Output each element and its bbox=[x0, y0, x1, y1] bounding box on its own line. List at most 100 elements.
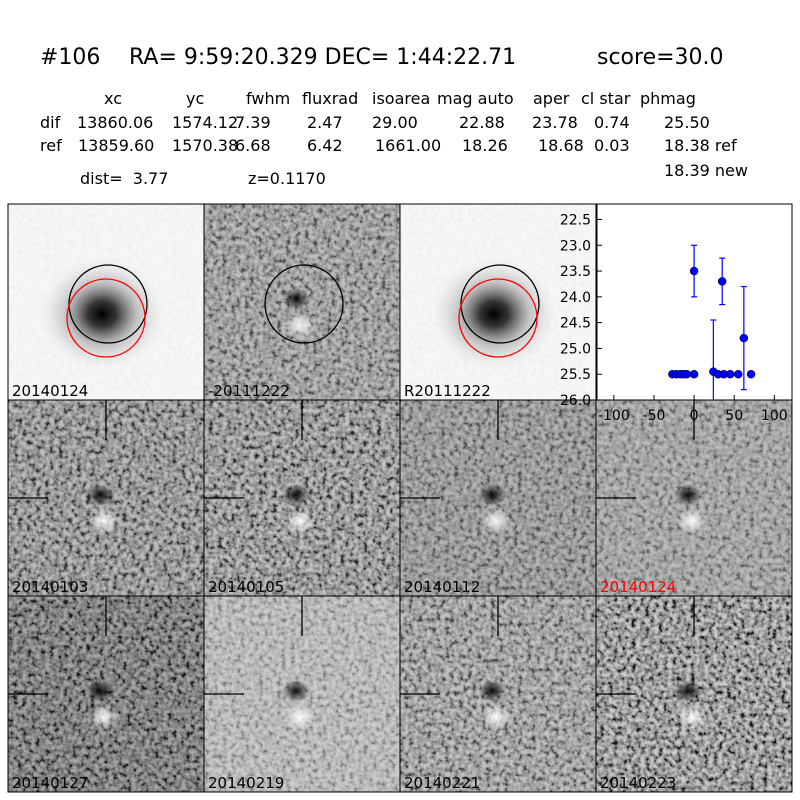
panel-label: 20140223 bbox=[600, 774, 676, 792]
image-panel: 20140127 bbox=[7, 595, 205, 793]
panel-frame bbox=[595, 595, 793, 793]
data-point bbox=[682, 369, 692, 379]
ref-aperture bbox=[458, 278, 538, 358]
table-cell: 1570.38 bbox=[172, 136, 238, 155]
panel-label: 20140219 bbox=[208, 774, 284, 792]
panel-label: 20140103 bbox=[12, 578, 88, 596]
column-header: fwhm bbox=[246, 89, 290, 108]
aperture bbox=[264, 264, 344, 344]
data-point bbox=[689, 266, 699, 276]
data-point bbox=[725, 369, 735, 379]
table-cell: 22.88 bbox=[459, 113, 505, 132]
panel-label: 20140124 bbox=[12, 382, 88, 400]
column-header: aper bbox=[533, 89, 570, 108]
y-tick-label: 24.5 bbox=[560, 316, 591, 332]
table-cell: 6.42 bbox=[307, 136, 343, 155]
y-tick-label: 23.0 bbox=[560, 238, 591, 254]
coordinates: RA= 9:59:20.329 DEC= 1:44:22.71 bbox=[129, 45, 516, 70]
positive-blob bbox=[285, 312, 315, 338]
image-panel: 20140124 bbox=[595, 399, 793, 597]
panel-label: 20140124 bbox=[600, 578, 676, 596]
distance: dist= 3.77 bbox=[80, 169, 168, 188]
negative-blob bbox=[478, 484, 506, 506]
data-point bbox=[739, 333, 749, 343]
redshift: z=0.1170 bbox=[248, 169, 326, 188]
panel-label: R20111222 bbox=[404, 382, 491, 400]
row-label: dif bbox=[40, 113, 61, 132]
table-cell: 0.74 bbox=[594, 113, 630, 132]
y-tick-label: 22.5 bbox=[560, 212, 591, 228]
panel-label: 20140112 bbox=[404, 578, 480, 596]
positive-blob bbox=[677, 704, 707, 730]
row-label: ref bbox=[40, 136, 62, 155]
positive-blob bbox=[285, 704, 315, 730]
data-point bbox=[689, 369, 699, 379]
table-cell: 13860.06 bbox=[77, 113, 153, 132]
galaxy bbox=[32, 252, 172, 376]
table-cell: 18.38 ref bbox=[664, 136, 737, 155]
data-layer bbox=[668, 244, 756, 400]
table-cell: 29.00 bbox=[372, 113, 418, 132]
table-cell: 1661.00 bbox=[375, 136, 441, 155]
y-tick-label: 25.0 bbox=[560, 341, 591, 357]
ref-aperture bbox=[66, 278, 146, 358]
table-cell: 1574.12 bbox=[172, 113, 238, 132]
table-cell: 18.68 bbox=[538, 136, 584, 155]
table-cell: 13859.60 bbox=[78, 136, 154, 155]
column-header: xc bbox=[104, 89, 122, 108]
image-panel: 20140112 bbox=[399, 399, 597, 597]
negative-blob bbox=[282, 484, 310, 506]
y-tick-label: 25.5 bbox=[560, 367, 591, 383]
x-tick-label: 50 bbox=[725, 408, 743, 424]
table-cell: 18.26 bbox=[462, 136, 508, 155]
score: score=30.0 bbox=[597, 45, 724, 70]
negative-blob bbox=[282, 680, 310, 702]
positive-blob bbox=[89, 508, 119, 534]
negative-blob bbox=[478, 680, 506, 702]
column-header: mag auto bbox=[437, 89, 514, 108]
image-panel: 20140124 bbox=[7, 203, 205, 401]
table-cell: 23.78 bbox=[532, 113, 578, 132]
negative-blob bbox=[86, 484, 114, 506]
candidate-id: #106 bbox=[40, 45, 100, 70]
column-header: isoarea bbox=[372, 89, 430, 108]
x-tick-label: -50 bbox=[643, 408, 666, 424]
panel-label: 20140105 bbox=[208, 578, 284, 596]
positive-blob bbox=[89, 704, 119, 730]
negative-blob bbox=[86, 680, 114, 702]
panel-label: 20140221 bbox=[404, 774, 480, 792]
negative-blob bbox=[282, 288, 310, 310]
panel-label: 20140127 bbox=[12, 774, 88, 792]
data-point bbox=[746, 369, 756, 379]
positive-blob bbox=[285, 508, 315, 534]
phmag-new: 18.39 new bbox=[664, 161, 748, 180]
y-tick-label: 24.0 bbox=[560, 290, 591, 306]
data-point bbox=[717, 277, 727, 286]
y-tick-label: 26.0 bbox=[560, 393, 591, 409]
image-panel: R20111222 bbox=[399, 203, 597, 401]
column-header: yc bbox=[186, 89, 204, 108]
table-cell: 0.03 bbox=[594, 136, 630, 155]
x-tick-label: -100 bbox=[598, 408, 630, 424]
table-cell: 7.39 bbox=[235, 113, 271, 132]
table-cell: 6.68 bbox=[235, 136, 271, 155]
column-header: fluxrad bbox=[302, 89, 358, 108]
positive-blob bbox=[481, 508, 511, 534]
panel-label: -20111222 bbox=[208, 382, 290, 400]
y-tick-label: 23.5 bbox=[560, 264, 591, 280]
table-cell: 2.47 bbox=[307, 113, 343, 132]
column-header: cl star bbox=[581, 89, 631, 108]
positive-blob bbox=[677, 508, 707, 534]
image-panel: 20140105 bbox=[203, 399, 401, 597]
table-cell: 25.50 bbox=[664, 113, 710, 132]
column-header: phmag bbox=[640, 89, 696, 108]
image-panel: 20140219 bbox=[203, 595, 401, 793]
image-panel: -20111222 bbox=[203, 203, 401, 401]
galaxy bbox=[424, 252, 564, 376]
x-tick-label: 0 bbox=[690, 408, 699, 424]
data-point bbox=[733, 369, 743, 379]
image-panel: 20140223 bbox=[595, 595, 793, 793]
image-panel: 20140103 bbox=[7, 399, 205, 597]
x-tick-label: 100 bbox=[761, 408, 788, 424]
